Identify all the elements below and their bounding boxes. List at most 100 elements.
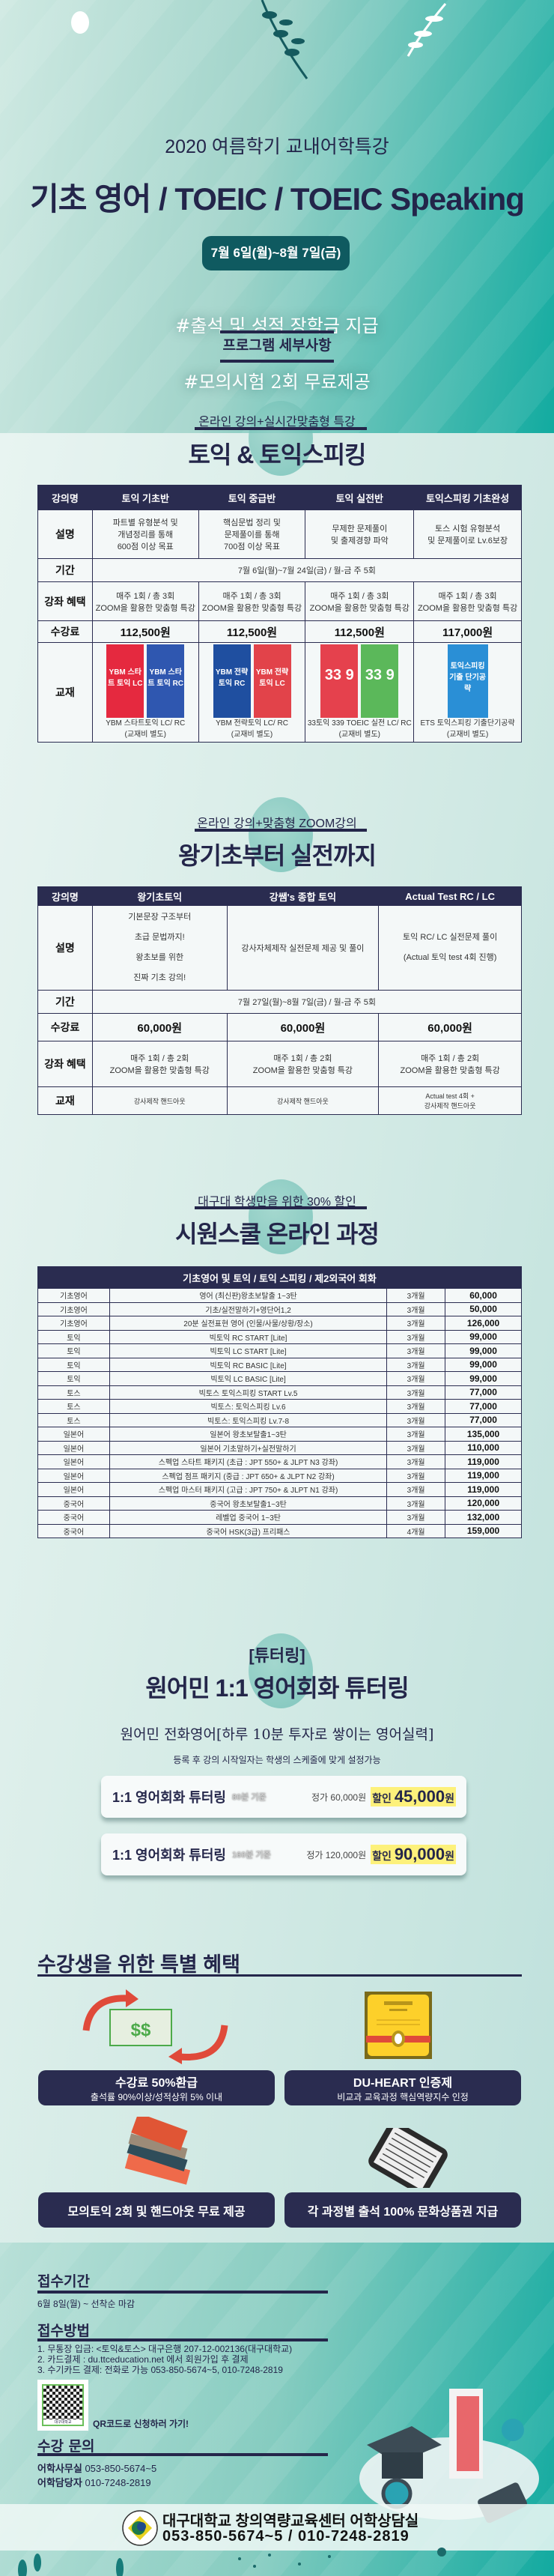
table-row: 토익 빅토익 LC BASIC [Lite] 3개월 99,000 <box>37 1371 522 1386</box>
qr-code[interactable]: 대구대학교 <box>37 2380 88 2431</box>
price-cell: 99,000 <box>445 1371 522 1386</box>
circle-decoration <box>71 11 89 34</box>
course-cell: 레벨업 중국어 1~3탄 <box>109 1510 388 1525</box>
row-label: 기간 <box>37 558 93 582</box>
row-label: 강좌 혜택 <box>37 581 93 621</box>
tutoring-plan-80[interactable]: 1:1 영어회화 튜터링 80분 기준 정가 60,000원 할인 45,000원 <box>101 1776 466 1818</box>
duration-cell: 3개월 <box>386 1510 446 1525</box>
duration-cell: 3개월 <box>386 1482 446 1497</box>
course-cell: 20분 실전표현 영어 (인물/사물/상황/장소) <box>109 1316 388 1331</box>
kicker-underline <box>195 427 367 430</box>
duration-cell: 3개월 <box>386 1343 446 1358</box>
category-cell: 중국어 <box>37 1496 110 1511</box>
book-cell: YBM 스타트 토익 LCYBM 스타트 토익 RC YBM 스타트토익 LC/ … <box>91 642 199 743</box>
date-badge: 7월 6일(월)~8월 7일(금) <box>202 236 350 270</box>
benefits-title: 수강생을 위한 특별 혜택 <box>37 1953 240 1976</box>
price-cell: 77,000 <box>445 1412 522 1427</box>
method-heading: 접수방법 <box>37 2323 90 2339</box>
desc-cell: 강사자체제작 실전문제 제공 및 풀이 <box>226 905 380 991</box>
table-row: 중국어 중국어 왕초보탈출1~3탄 3개월 120,000 <box>37 1496 522 1511</box>
benefit-cell: 매주 1회 / 총 2회 ZOOM을 활용한 맞춤형 특강 <box>378 1041 522 1087</box>
benefit-refund: 수강료 50%환급 출석률 90%이상/성적상위 5% 이내 <box>38 2070 275 2105</box>
hero-title: 기초 영어 / TOEIC / TOEIC Speaking <box>30 181 525 217</box>
row-label: 기간 <box>37 990 93 1014</box>
course-cell: 스펙업 점프 패키지 (중급 : JPT 650+ & JLPT N2 강좌) <box>109 1468 388 1483</box>
duration-cell: 3개월 <box>386 1440 446 1455</box>
tutoring-slogan: 원어민 전화영어[하루 10분 투자로 쌓이는 영어실력] <box>120 1726 434 1743</box>
duration-cell: 3개월 <box>386 1385 446 1400</box>
category-cell: 기초영어 <box>37 1301 110 1316</box>
price-cell: 99,000 <box>445 1329 522 1344</box>
course-cell: 빅토스 토익스피킹 START Lv.5 <box>109 1385 388 1400</box>
book-cell: 강사제작 핸드아웃 <box>226 1086 380 1115</box>
price-cell: 132,000 <box>445 1510 522 1525</box>
header-cell: 왕기초토익 <box>91 886 228 906</box>
course-cell: 중국어 HSK(3급) 프리패스 <box>109 1523 388 1538</box>
header-cell: 강의명 <box>37 886 93 906</box>
duration-cell: 3개월 <box>386 1468 446 1483</box>
course-cell: 빅토스: 토익스피킹 Lv.7-8 <box>109 1412 388 1427</box>
footer-org: 대구대학교 창의역량교육센터 어학상담실 <box>162 2513 419 2530</box>
course-cell: 빅토익 RC START [Lite] <box>109 1329 388 1344</box>
contact-heading: 수강 문의 <box>37 2438 95 2455</box>
table-row-desc: 설명 파트별 유형분석 및 개념정리를 통해 600점 이상 목표 핵심문법 정리 … <box>37 510 522 559</box>
desc-cell: 핵심문법 정리 및 문제풀이를 통해 700점 이상 목표 <box>198 510 306 559</box>
row-label: 설명 <box>37 510 93 559</box>
duration-cell: 4개월 <box>386 1523 446 1538</box>
header-cell: 강쌤's 종합 토익 <box>226 886 380 906</box>
hero-subtitle: 2020 여름학기 교내어학특강 <box>165 136 389 157</box>
table-row: 토스 빅토스: 토익스피킹 Lv.7-8 3개월 77,000 <box>37 1412 522 1427</box>
price-cell: 60,000 <box>445 1288 522 1303</box>
category-cell: 일본어 <box>37 1440 110 1455</box>
course-cell: 빅토익 LC BASIC [Lite] <box>109 1371 388 1386</box>
price-cell: 110,000 <box>445 1440 522 1455</box>
kicker-underline <box>195 1206 367 1209</box>
duration-cell: 3개월 <box>386 1371 446 1386</box>
siwon-kicker: 대구대 학생만을 위한 30% 할인 <box>198 1196 356 1209</box>
heading-underline <box>37 2453 328 2456</box>
price-cell: 99,000 <box>445 1357 522 1372</box>
qr-label[interactable]: QR코드로 신청하러 가기! <box>93 2419 189 2429</box>
category-cell: 일본어 <box>37 1482 110 1497</box>
fee-cell: 112,500원 <box>305 620 415 643</box>
price-cell: 119,000 <box>445 1468 522 1483</box>
course-cell: 스펙업 스타트 패키지 (초급 : JPT 550+ & JLPT N3 강좌) <box>109 1454 388 1469</box>
duration-cell: 3개월 <box>386 1427 446 1442</box>
category-cell: 기초영어 <box>37 1288 110 1303</box>
toeic-title: 토익 & 토익스피킹 <box>188 441 367 468</box>
table-row: 일본어 스펙업 마스터 패키지 (고급 : JPT 750+ & JLPT N1 … <box>37 1482 522 1497</box>
benefit-cell: 매주 1회 / 총 2회 ZOOM을 활용한 맞춤형 특강 <box>226 1041 380 1087</box>
tablet-icon <box>368 2128 448 2188</box>
benefit-du-heart: DU-HEART 인증제 비교과 교육과정 핵심역량지수 인정 <box>284 2070 521 2105</box>
tutoring-note: 등록 후 강의 시작일자는 학생의 스케줄에 맞게 설정가능 <box>173 1755 381 1765</box>
table-row: 토스 빅토스: 토익스피킹 Lv.6 3개월 77,000 <box>37 1399 522 1414</box>
course-cell: 일본어 왕초보탈출1~3탄 <box>109 1427 388 1442</box>
price-cell: 126,000 <box>445 1316 522 1331</box>
book-cover: 토익스피킹 기출 단기공략 <box>447 644 488 718</box>
contact-manager: 어학담당자 010-7248-2819 <box>37 2477 151 2488</box>
fee-cell: 60,000원 <box>226 1013 380 1041</box>
duration-cell: 3개월 <box>386 1301 446 1316</box>
table-header-row: 강의명 토익 기초반 토익 중급반 토익 실전반 토익스피킹 기초완성 <box>37 485 522 510</box>
benefit-cell: 매주 1회 / 총 3회 ZOOM을 활용한 맞춤형 특강 <box>305 581 415 621</box>
table-row-period: 기간 7월 6일(월)~7월 24일(금) / 월-금 주 5회 <box>37 558 523 582</box>
fee-cell: 117,000원 <box>413 620 522 643</box>
money-refund-icon: $$ <box>82 1989 228 2064</box>
fee-cell: 112,500원 <box>198 620 306 643</box>
book-cover: YBM 스타트 토익 LC <box>106 644 144 718</box>
tutoring-title: 원어민 1:1 영어회화 튜터링 <box>145 1675 409 1702</box>
tutoring-plan-160[interactable]: 1:1 영어회화 튜터링 160분 기준 정가 120,000원 할인 90,00… <box>101 1833 466 1875</box>
table-row-desc: 설명 기본문장 구조부터 초급 문법까지! 왕초보를 위한 진짜 기초 강의! 강사자… <box>37 905 522 991</box>
table-row: 일본어 일본어 기초말하기+실전말하기 3개월 110,000 <box>37 1440 522 1455</box>
desc-cell: 파트별 유형분석 및 개념정리를 통해 600점 이상 목표 <box>91 510 199 559</box>
header-cell: 토익 실전반 <box>305 485 415 510</box>
category-cell: 토스 <box>37 1412 110 1427</box>
fee-cell: 60,000원 <box>91 1013 228 1041</box>
blob-decoration <box>249 1179 313 1254</box>
price-cell: 159,000 <box>445 1523 522 1538</box>
duration-cell: 3개월 <box>386 1329 446 1344</box>
tutoring-kicker: [튜터링] <box>249 1646 305 1665</box>
plant-decoration-icon <box>18 2548 446 2576</box>
heading-underline <box>37 2291 328 2294</box>
book-cell: 강사제작 핸드아웃 <box>91 1086 228 1115</box>
